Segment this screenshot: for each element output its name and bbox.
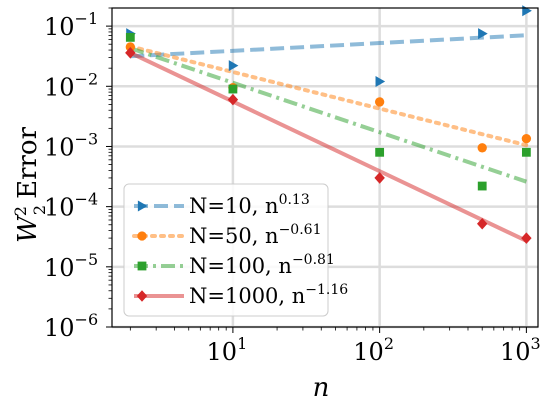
legend-marker-0 [137, 200, 148, 212]
data-point-series-3 [374, 172, 385, 184]
data-point-series-3 [476, 217, 488, 230]
x-tick-base: 10 [353, 338, 384, 366]
y-tick-exponent: −6 [75, 310, 99, 329]
data-point-series-0 [478, 28, 488, 40]
y-tick-exponent: −4 [75, 190, 99, 209]
legend-series-name: N=10, n [189, 194, 279, 218]
y-tick-label: 10−3 [44, 129, 98, 161]
legend-label-3: N=1000, n−1.16 [189, 282, 348, 308]
fit-line-series-1 [128, 44, 529, 148]
data-point-series-3 [227, 93, 239, 106]
legend-series-name: N=50, n [189, 224, 279, 248]
y-tick-base: 10 [44, 194, 75, 222]
legend: N=10, n0.13N=50, n−0.61N=100, n−0.81N=10… [123, 183, 348, 317]
y-axis-title: W22Error [11, 126, 49, 243]
data-point-series-2 [375, 147, 385, 157]
y-tick-label: 10−1 [44, 9, 98, 41]
y-tick-exponent: −3 [75, 129, 99, 148]
x-tick-exponent: 2 [384, 334, 394, 353]
data-point-series-3 [521, 232, 532, 244]
legend-marker-2 [137, 261, 147, 271]
y-tick-base: 10 [44, 314, 75, 342]
x-tick-base: 10 [207, 338, 238, 366]
plot-frame [111, 7, 539, 328]
x-tick-exponent: 3 [531, 334, 541, 353]
legend-entry-1: N=50, n−0.61 [132, 222, 321, 248]
legend-exponent: −0.81 [292, 252, 335, 268]
legend-label-0: N=10, n0.13 [189, 192, 310, 218]
y-tick-base: 10 [44, 254, 75, 282]
data-point-series-1 [374, 97, 385, 107]
data-point-series-3 [125, 47, 136, 59]
data-point-series-2 [477, 181, 487, 191]
x-axis-title: n [313, 373, 330, 403]
y-tick-base: 10 [44, 73, 75, 101]
legend-label-2: N=100, n−0.81 [189, 252, 335, 278]
legend-box [123, 183, 329, 317]
y-tick-label: 10−5 [44, 250, 98, 282]
x-tick-base: 10 [500, 338, 531, 366]
y-tick-label: 10−2 [44, 69, 98, 101]
x-tick-label: 101 [207, 334, 248, 366]
fit-lines [128, 33, 529, 243]
data-point-series-1 [477, 143, 487, 153]
legend-exponent: 0.13 [279, 192, 310, 208]
fit-line-series-2 [129, 46, 528, 184]
legend-entry-0: N=10, n0.13 [134, 192, 310, 218]
y-tick-base: 10 [44, 133, 75, 161]
data-point-series-0 [375, 76, 386, 88]
data-point-series-2 [521, 147, 531, 157]
legend-entry-2: N=100, n−0.81 [134, 252, 335, 278]
data-point-series-2 [228, 84, 238, 94]
data-point-series-2 [125, 32, 135, 42]
data-markers [125, 5, 532, 244]
x-tick-label: 102 [353, 334, 394, 366]
x-tick-exponent: 1 [237, 334, 247, 353]
x-tick-label: 103 [500, 334, 541, 366]
svg-text:W22Error: W22Error [11, 126, 49, 243]
data-point-series-1 [521, 133, 532, 144]
fit-line-series-0 [130, 33, 527, 59]
legend-entry-3: N=1000, n−1.16 [134, 282, 348, 308]
fit-line-series-3 [129, 51, 528, 243]
data-point-series-1 [125, 42, 136, 52]
legend-series-name: N=100, n [189, 254, 292, 278]
y-tick-exponent: −2 [75, 69, 99, 88]
y-tick-base: 10 [44, 13, 75, 41]
legend-series-name: N=1000, n [189, 284, 305, 308]
y-tick-label: 10−6 [44, 310, 98, 342]
legend-marker-1 [137, 231, 147, 241]
y-tick-exponent: −1 [75, 9, 99, 28]
y-tick-label: 10−4 [44, 190, 98, 222]
legend-exponent: −1.16 [305, 282, 348, 298]
legend-marker-3 [136, 290, 148, 302]
legend-exponent: −0.61 [279, 222, 322, 238]
legend-label-1: N=50, n−0.61 [189, 222, 321, 248]
data-point-series-0 [228, 60, 239, 72]
y-tick-exponent: −5 [75, 250, 99, 269]
